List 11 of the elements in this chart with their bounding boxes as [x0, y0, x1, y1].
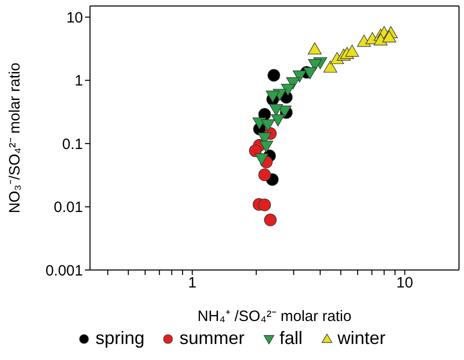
legend-label: spring [95, 328, 144, 349]
legend-label: winter [338, 328, 386, 349]
y-tick-label: 0.01 [54, 199, 83, 216]
y-tick-label: 0.1 [62, 136, 83, 153]
y-tick-label: 0.001 [45, 262, 83, 280]
y-axis-title: NO₃⁻/SO₄²⁻ molar ratio [6, 62, 24, 214]
legend-label: fall [280, 328, 303, 349]
x-axis-title: NH₄⁺ /SO₄²⁻ molar ratio [198, 308, 352, 325]
y-tick-label: 1 [74, 72, 83, 90]
legend-label: summer [179, 328, 244, 349]
y-tick-label: 10 [66, 9, 83, 26]
